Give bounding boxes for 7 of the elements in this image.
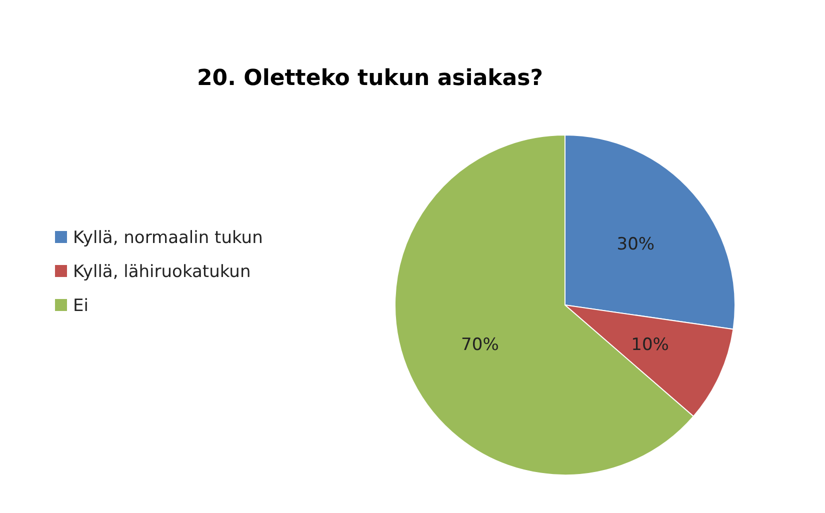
data-label: 10%: [631, 334, 669, 355]
data-label: 30%: [616, 234, 655, 255]
legend-label: Kyllä, normaalin tukun: [73, 228, 263, 248]
legend-label: Ei: [73, 296, 88, 316]
legend-label: Kyllä, lähiruokatukun: [73, 262, 251, 282]
chart-title: 20. Oletteko tukun asiakas?: [196, 66, 544, 91]
data-label: 70%: [461, 334, 499, 355]
